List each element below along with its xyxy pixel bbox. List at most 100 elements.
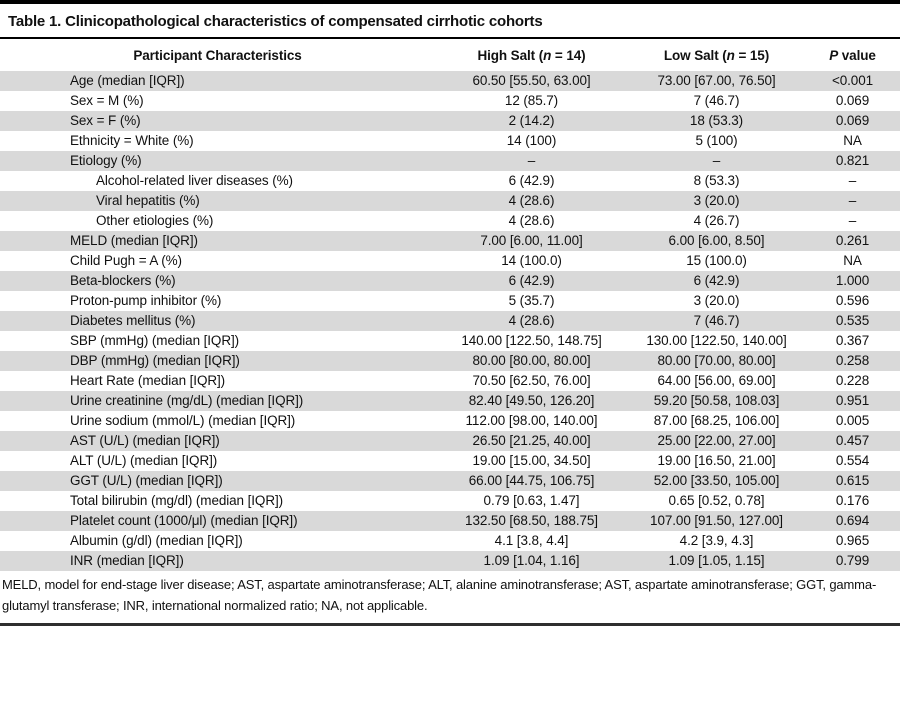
high-salt-value: 0.79 [0.63, 1.47] — [483, 493, 580, 508]
row-label: Total bilirubin (mg/dl) (median [IQR]) — [70, 493, 284, 508]
high-salt-value: 5 (35.7) — [508, 293, 555, 308]
p-value: 0.367 — [835, 333, 870, 348]
table-row: Child Pugh = A (%) 14 (100.0) 15 (100.0) NA — [0, 251, 900, 271]
table-row: Heart Rate (median [IQR]) 70.50 [62.50, 7… — [0, 371, 900, 391]
row-label: Child Pugh = A (%) — [70, 253, 182, 268]
table-body: Age (median [IQR]) 60.50 [55.50, 63.00] 73… — [0, 71, 900, 571]
row-label: Heart Rate (median [IQR]) — [70, 373, 226, 388]
table-row: ALT (U/L) (median [IQR]) 19.00 [15.00, 34… — [0, 451, 900, 471]
table-row: SBP (mmHg) (median [IQR]) 140.00 [122.50,… — [0, 331, 900, 351]
row-label: Beta-blockers (%) — [0, 271, 435, 291]
title-divider — [0, 37, 900, 39]
table-row: AST (U/L) (median [IQR]) 26.50 [21.25, 40… — [0, 431, 900, 451]
table-row: Alcohol-related liver diseases (%) 6 (42.… — [0, 171, 900, 191]
table-footnote: MELD, model for end-stage liver disease;… — [2, 577, 877, 613]
table-row: Urine creatinine (mg/dL) (median [IQR]) 8… — [0, 391, 900, 411]
row-label: Other etiologies (%) — [96, 213, 214, 228]
p-value: – — [848, 173, 857, 188]
table-row: INR (median [IQR]) 1.09 [1.04, 1.16] 1.09 … — [0, 551, 900, 571]
low-salt-value: 130.00 [122.50, 140.00] — [646, 333, 787, 348]
p-value: 0.535 — [805, 311, 900, 331]
table-row: Age (median [IQR]) 60.50 [55.50, 63.00] 73… — [0, 71, 900, 91]
column-header-low-salt: Low Salt (n = 15) — [628, 39, 805, 71]
column-header-p-value: P value — [805, 39, 900, 71]
row-label: Alcohol-related liver diseases (%) — [96, 173, 293, 188]
table-row: Etiology (%) – –0.821 — [0, 151, 900, 171]
high-salt-value: 7.00 [6.00, 11.00] — [435, 231, 628, 251]
low-salt-value: 87.00 [68.25, 106.00] — [653, 413, 780, 428]
high-salt-value: 4 (28.6) — [508, 213, 555, 228]
p-value: 0.069 — [805, 111, 900, 131]
table-row: MELD (median [IQR]) 7.00 [6.00, 11.00] 6.0… — [0, 231, 900, 251]
low-salt-value: 25.00 [22.00, 27.00] — [628, 431, 805, 451]
top-rule — [0, 0, 900, 4]
header-italic-n: n — [726, 47, 735, 63]
low-salt-value: 8 (53.3) — [693, 173, 740, 188]
p-value: 0.457 — [805, 431, 900, 451]
low-salt-value: 6.00 [6.00, 8.50] — [628, 231, 805, 251]
high-salt-value: 66.00 [44.75, 106.75] — [435, 471, 628, 491]
p-value: – — [805, 191, 900, 211]
low-salt-value: 3 (20.0) — [693, 293, 740, 308]
row-label: Sex = M (%) — [70, 93, 144, 108]
p-value: NA — [843, 133, 862, 148]
p-value: <0.001 — [805, 71, 900, 91]
row-label: Albumin (g/dl) (median [IQR]) — [70, 533, 243, 548]
row-label: INR (median [IQR]) — [0, 551, 435, 571]
high-salt-value: 6 (42.9) — [508, 173, 555, 188]
row-label: Etiology (%) — [0, 151, 435, 171]
row-label: MELD (median [IQR]) — [0, 231, 435, 251]
header-text: = 14) — [551, 47, 586, 63]
high-salt-value: 4.1 [3.8, 4.4] — [494, 533, 569, 548]
table-row: DBP (mmHg) (median [IQR]) 80.00 [80.00, 8… — [0, 351, 900, 371]
row-label: Ethnicity = White (%) — [70, 133, 194, 148]
high-salt-value: 82.40 [49.50, 126.20] — [435, 391, 628, 411]
table-row: Proton-pump inhibitor (%) 5 (35.7) 3 (20.0… — [0, 291, 900, 311]
high-salt-value: 60.50 [55.50, 63.00] — [435, 71, 628, 91]
row-label: Platelet count (1000/μl) (median [IQR]) — [0, 511, 435, 531]
header-text: = 15) — [734, 47, 770, 63]
high-salt-value: 14 (100) — [506, 133, 557, 148]
low-salt-value: 18 (53.3) — [628, 111, 805, 131]
high-salt-value: 132.50 [68.50, 188.75] — [435, 511, 628, 531]
low-salt-value: 4 (26.7) — [693, 213, 740, 228]
low-salt-value: 3 (20.0) — [628, 191, 805, 211]
bottom-rule — [0, 623, 900, 626]
row-label: AST (U/L) (median [IQR]) — [0, 431, 435, 451]
p-value: 0.965 — [835, 533, 870, 548]
header-text: Low Salt ( — [663, 47, 727, 63]
high-salt-value: 112.00 [98.00, 140.00] — [465, 413, 598, 428]
table-title: Table 1. Clinicopathological characteris… — [8, 13, 543, 30]
low-salt-value: 5 (100) — [695, 133, 738, 148]
table-row: Total bilirubin (mg/dl) (median [IQR]) 0.… — [0, 491, 900, 511]
low-salt-value: 15 (100.0) — [686, 253, 747, 268]
header-italic-n: n — [543, 47, 552, 63]
high-salt-value: 80.00 [80.00, 80.00] — [435, 351, 628, 371]
high-salt-value: 4 (28.6) — [435, 311, 628, 331]
row-label: Proton-pump inhibitor (%) — [70, 293, 222, 308]
row-label: ALT (U/L) (median [IQR]) — [70, 453, 218, 468]
header-text: High Salt ( — [477, 47, 544, 63]
high-salt-value: 14 (100.0) — [501, 253, 562, 268]
row-label: Sex = F (%) — [0, 111, 435, 131]
low-salt-value: 7 (46.7) — [693, 93, 740, 108]
high-salt-value: 12 (85.7) — [504, 93, 559, 108]
table-row: Viral hepatitis (%) 4 (28.6) 3 (20.0) – — [0, 191, 900, 211]
p-value: – — [848, 213, 857, 228]
low-salt-value: 107.00 [91.50, 127.00] — [628, 511, 805, 531]
row-label: GGT (U/L) (median [IQR]) — [0, 471, 435, 491]
header-row: Participant Characteristics High Salt (n… — [0, 39, 900, 71]
table-row: Platelet count (1000/μl) (median [IQR]) 1… — [0, 511, 900, 531]
p-value: 0.799 — [805, 551, 900, 571]
p-value: 1.000 — [805, 271, 900, 291]
high-salt-value: 6 (42.9) — [435, 271, 628, 291]
table-row: Albumin (g/dl) (median [IQR]) 4.1 [3.8, 4… — [0, 531, 900, 551]
high-salt-value: 2 (14.2) — [435, 111, 628, 131]
table-row: Ethnicity = White (%) 14 (100) 5 (100) NA — [0, 131, 900, 151]
row-label: Urine creatinine (mg/dL) (median [IQR]) — [0, 391, 435, 411]
low-salt-value: 64.00 [56.00, 69.00] — [657, 373, 776, 388]
p-value: 0.258 — [805, 351, 900, 371]
row-label: DBP (mmHg) (median [IQR]) — [0, 351, 435, 371]
low-salt-value: – — [628, 151, 805, 171]
row-label: Age (median [IQR]) — [0, 71, 435, 91]
